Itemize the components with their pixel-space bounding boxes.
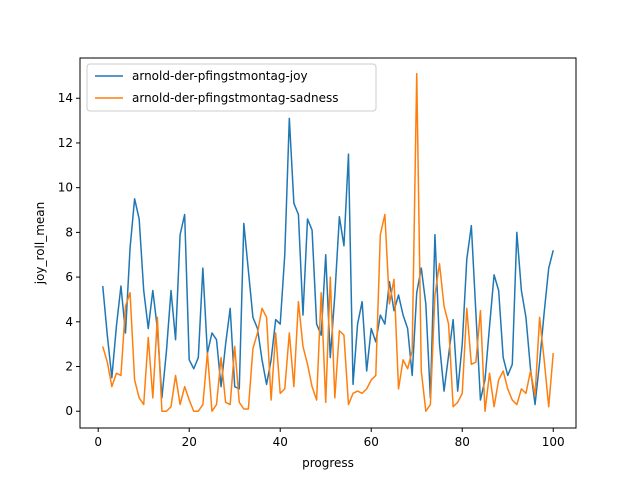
series-line-joy bbox=[102, 117, 554, 406]
series-line-sadness bbox=[102, 72, 554, 412]
x-tick-label: 100 bbox=[542, 435, 565, 449]
y-tick-label: 0 bbox=[65, 404, 73, 418]
x-tick-label: 80 bbox=[455, 435, 470, 449]
y-tick-label: 12 bbox=[58, 136, 73, 150]
series-layer bbox=[102, 72, 554, 412]
y-tick-label: 4 bbox=[65, 315, 73, 329]
x-axis-label: progress bbox=[302, 456, 354, 470]
x-tick-label: 60 bbox=[364, 435, 379, 449]
legend-label-sadness: arnold-der-pfingstmontag-sadness bbox=[132, 91, 339, 105]
y-tick-label: 8 bbox=[65, 225, 73, 239]
y-tick-label: 10 bbox=[58, 181, 73, 195]
x-tick-label: 40 bbox=[273, 435, 288, 449]
y-axis: 0 2 4 6 8 10 12 14 bbox=[58, 91, 80, 418]
plot-frame bbox=[79, 57, 577, 429]
legend-label-joy: arnold-der-pfingstmontag-joy bbox=[132, 69, 308, 83]
y-tick-label: 2 bbox=[65, 360, 73, 374]
legend-box bbox=[86, 63, 377, 112]
y-tick-label: 14 bbox=[58, 91, 73, 105]
legend: arnold-der-pfingstmontag-joy arnold-der-… bbox=[86, 63, 377, 112]
y-axis-label: joy_roll_mean bbox=[33, 202, 47, 286]
x-tick-label: 20 bbox=[182, 435, 197, 449]
y-tick-label: 6 bbox=[65, 270, 73, 284]
x-tick-label: 0 bbox=[94, 435, 102, 449]
x-axis: 0 20 40 60 80 100 bbox=[94, 428, 565, 449]
